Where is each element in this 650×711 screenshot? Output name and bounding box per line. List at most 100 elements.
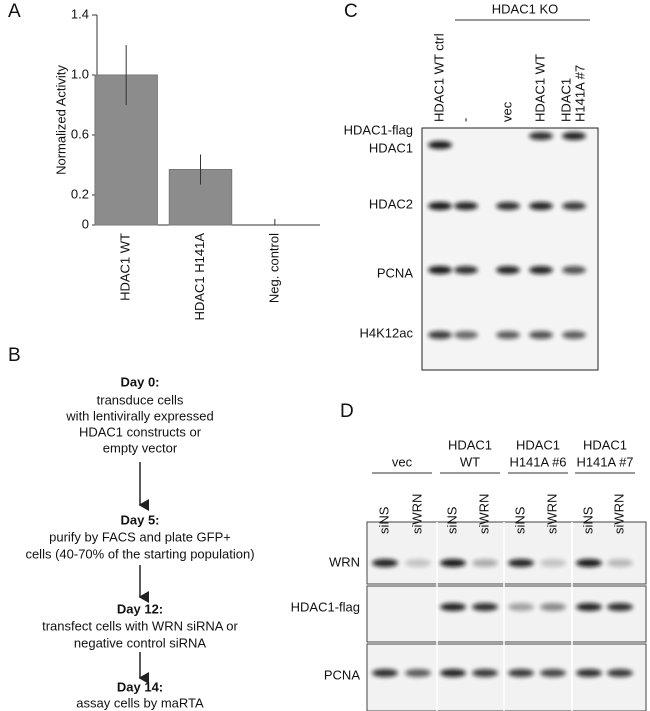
blot-band [607, 603, 633, 611]
blot-band [472, 669, 498, 677]
lane-group: H141A #7 [576, 454, 633, 469]
blot-band [540, 559, 566, 567]
blot [421, 127, 599, 371]
lane-label: - [457, 118, 472, 122]
blot-band [562, 132, 586, 140]
lane-label: siWRN [544, 494, 559, 534]
lane-group: HDAC1 [516, 437, 560, 452]
y-tick-label: 0.2 [71, 186, 89, 201]
blot-band [562, 331, 586, 339]
lane-group: HDAC1 KO [492, 1, 558, 16]
lane-label: siWRN [476, 494, 491, 534]
blot-band [454, 331, 478, 339]
blot-band [576, 669, 602, 677]
lane-label: siWRN [409, 494, 424, 534]
panel-label: B [8, 345, 21, 366]
lane-group: vec [392, 454, 413, 469]
x-tick-label: Neg. control [266, 233, 281, 303]
blot [366, 521, 647, 585]
row-label: PCNA [324, 667, 360, 682]
blot-band [440, 559, 466, 567]
blot-band [496, 266, 520, 274]
step-title: Day 5: [120, 512, 159, 527]
blot [366, 643, 647, 711]
panel-label: C [344, 1, 358, 22]
blot-band [472, 603, 498, 611]
step-text: HDAC1 constructs or [79, 424, 202, 439]
blot-band [372, 669, 398, 677]
y-axis-title: Normalized Activity [53, 65, 68, 175]
lane-label: siNS [580, 506, 595, 534]
step-text: purify by FACS and plate GFP+ [49, 529, 231, 544]
step-text: cells (40-70% of the starting population… [25, 546, 254, 561]
row-label: PCNA [377, 265, 413, 280]
blot-band [428, 141, 452, 149]
step-text: assay cells by maRTA [76, 695, 204, 710]
blot-band [405, 669, 431, 677]
y-tick-label: 0 [82, 216, 89, 231]
lane-label: siNS [512, 506, 527, 534]
blot-band [372, 559, 398, 567]
blot-band [607, 669, 633, 677]
blot-band [440, 669, 466, 677]
lane-label: HDAC1 [558, 78, 573, 122]
lane-label: vec [499, 101, 514, 122]
step-title: Day 14: [117, 679, 163, 694]
row-label: HDAC2 [369, 196, 413, 211]
x-tick-label: HDAC1 H141A [192, 233, 207, 321]
blot-band [472, 559, 498, 567]
lane-label: H141A #7 [572, 65, 587, 122]
lane-label: siNS [444, 506, 459, 534]
step-title: Day 12: [117, 601, 163, 616]
row-label: WRN [329, 554, 360, 569]
blot-band [428, 331, 452, 339]
y-tick-label: 1.0 [71, 66, 89, 81]
blot-band [496, 202, 520, 210]
step-text: empty vector [103, 440, 178, 455]
blot-band [454, 266, 478, 274]
row-label: HDAC1-flag [291, 599, 360, 614]
blot-band [440, 603, 466, 611]
lane-label: HDAC1 WT [532, 54, 547, 122]
lane-group: HDAC1 [583, 437, 627, 452]
panel-label: A [8, 1, 21, 22]
blot-band [576, 559, 602, 567]
blot-band [540, 603, 566, 611]
blot-band [529, 132, 553, 140]
row-label: H4K12ac [360, 325, 414, 340]
step-text: transduce cells [97, 392, 184, 407]
blot-band [529, 266, 553, 274]
blot-band [405, 559, 431, 567]
y-tick-label: 0.6 [71, 126, 89, 141]
lane-group: WT [460, 454, 480, 469]
blot-band [428, 202, 452, 210]
step-text: transfect cells with WRN siRNA or [42, 618, 238, 633]
step-title: Day 0: [120, 374, 159, 389]
blot-band [607, 559, 633, 567]
blot-band [562, 202, 586, 210]
row-label: HDAC1-flag [344, 122, 413, 137]
lane-label: HDAC1 WT ctrl [431, 33, 446, 122]
blot-band [562, 266, 586, 274]
blot-band [508, 559, 534, 567]
blot [366, 585, 647, 643]
blot-band [576, 603, 602, 611]
step-text: with lentivirally expressed [65, 408, 213, 423]
x-tick-label: HDAC1 WT [118, 233, 133, 301]
lane-label: siNS [376, 506, 391, 534]
lane-label: siWRN [611, 494, 626, 534]
blot-band [508, 669, 534, 677]
blot-band [529, 202, 553, 210]
row-label: HDAC1 [369, 140, 413, 155]
blot-band [540, 669, 566, 677]
blot-band [454, 202, 478, 210]
y-tick-label: 1.4 [71, 6, 89, 21]
lane-group: H141A #6 [509, 454, 566, 469]
step-text: negative control siRNA [74, 635, 207, 650]
blot-band [496, 331, 520, 339]
blot-band [428, 266, 452, 274]
panel-label: D [340, 401, 354, 422]
blot-band [529, 331, 553, 339]
lane-group: HDAC1 [448, 437, 492, 452]
